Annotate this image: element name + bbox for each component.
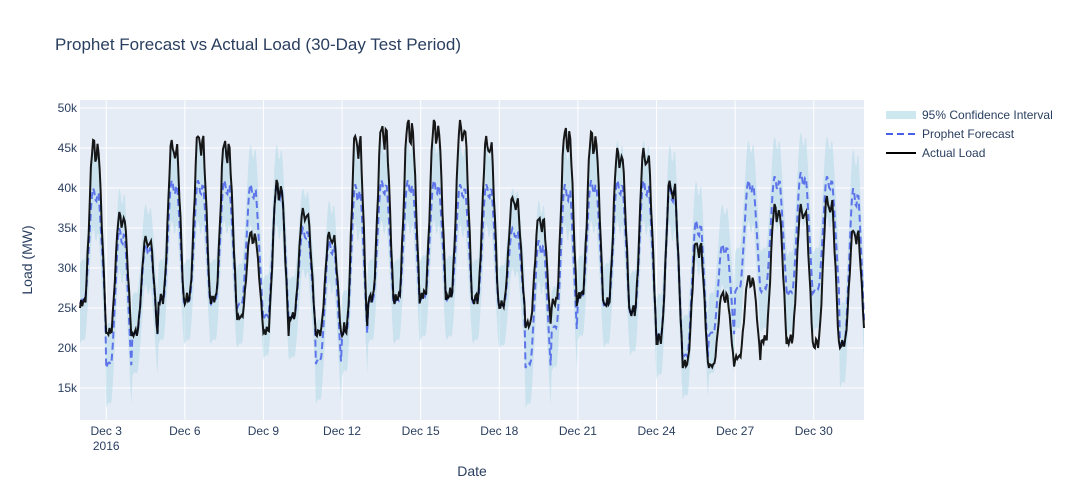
y-tick-label: 15k <box>58 381 78 395</box>
legend-item[interactable]: Prophet Forecast <box>886 127 1015 141</box>
actual-line <box>79 119 865 370</box>
y-tick-label: 45k <box>58 141 78 155</box>
legend-label: Actual Load <box>922 146 985 160</box>
legend-item[interactable]: 95% Confidence Interval <box>886 108 1053 122</box>
y-tick-label: 30k <box>58 261 78 275</box>
x-tick-label: Dec 3 <box>91 424 123 438</box>
legend[interactable]: 95% Confidence Interval Prophet Forecast A… <box>886 108 1053 160</box>
chart-title: Prophet Forecast vs Actual Load (30-Day … <box>55 35 461 54</box>
x-tick-label: Dec 9 <box>248 424 280 438</box>
x-axis-title: Date <box>457 463 487 479</box>
x-tick-label: Dec 24 <box>638 424 676 438</box>
x-tick-label: Dec 21 <box>559 424 597 438</box>
y-axis-title: Load (MW) <box>19 225 35 294</box>
legend-label: 95% Confidence Interval <box>922 108 1053 122</box>
x-tick-label: Dec 18 <box>480 424 518 438</box>
x-tick-label: Dec 15 <box>402 424 440 438</box>
y-tick-label: 20k <box>58 341 78 355</box>
x-tick-label: Dec 27 <box>716 424 754 438</box>
legend-item[interactable]: Actual Load <box>886 146 985 160</box>
y-tick-label: 25k <box>58 301 78 315</box>
y-tick-label: 40k <box>58 181 78 195</box>
legend-label: Prophet Forecast <box>922 127 1015 141</box>
y-axis-ticks: 15k 20k 25k 30k 35k 40k 45k 50k <box>58 101 78 395</box>
x-tick-label: Dec 30 <box>795 424 833 438</box>
y-tick-label: 35k <box>58 221 78 235</box>
x-tick-label: Dec 6 <box>169 424 201 438</box>
x-tick-sublabel: 2016 <box>93 439 120 453</box>
x-tick-label: Dec 12 <box>323 424 361 438</box>
y-tick-label: 50k <box>58 101 78 115</box>
actual-layer <box>79 119 865 370</box>
